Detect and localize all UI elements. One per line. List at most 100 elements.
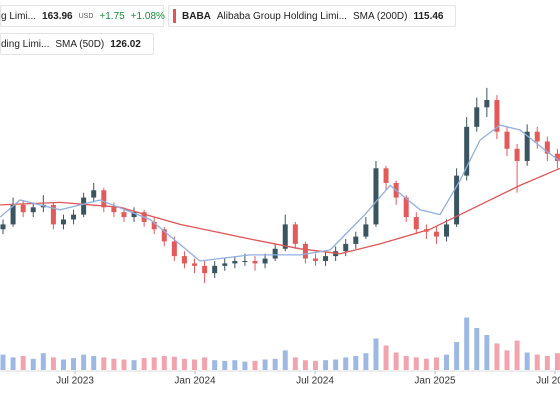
candle-body <box>10 204 16 225</box>
candle-body <box>484 100 490 108</box>
candle-body <box>30 207 36 213</box>
x-tick-label: Jan 2025 <box>414 376 456 387</box>
volume-bar <box>192 359 198 370</box>
legend-change-pct: +1.08% <box>130 10 165 22</box>
legend-symbol: BABA <box>182 10 211 22</box>
legend-swatch <box>173 9 176 23</box>
candle-body <box>262 258 268 264</box>
sma-line <box>0 124 560 262</box>
volume-bar <box>534 354 540 370</box>
volume-bar <box>212 360 218 370</box>
candle-body <box>413 217 419 230</box>
candle-body <box>161 229 167 242</box>
volume-bar <box>494 343 500 370</box>
legend-description: Alibaba Group Holding Limi... <box>216 10 347 22</box>
volume-bar <box>91 356 97 370</box>
candle-body <box>60 219 66 225</box>
candle-body <box>292 224 298 244</box>
volume-bar <box>272 358 278 370</box>
legend-series-name: SMA (200D) <box>352 10 408 22</box>
candle-body <box>71 214 77 220</box>
volume-bar <box>121 359 127 370</box>
volume-bar <box>393 352 399 370</box>
volume-bar <box>242 361 248 370</box>
volume-bar <box>433 357 439 370</box>
x-tick-label: Jan 2024 <box>174 376 216 387</box>
candle-body <box>0 224 6 230</box>
candle-body <box>544 141 550 154</box>
volume-bar <box>71 358 77 370</box>
volume-bar <box>111 358 117 370</box>
volume-bar <box>81 354 87 370</box>
candle-body <box>353 236 359 244</box>
volume-bar <box>252 360 258 370</box>
volume-bar <box>383 345 389 370</box>
volume-bar <box>504 350 510 370</box>
candle-body <box>363 224 369 237</box>
volume-bar <box>181 358 187 370</box>
candle-body <box>131 212 137 218</box>
candle-body <box>302 243 308 259</box>
volume-bar <box>10 357 16 370</box>
volume-bar <box>141 358 147 370</box>
volume-bar <box>302 360 308 370</box>
candle-body <box>232 260 238 264</box>
candle-body <box>101 190 107 208</box>
candle-body <box>373 168 379 225</box>
candle-body <box>514 148 520 161</box>
candle-body <box>494 100 500 132</box>
candle-body <box>181 256 187 264</box>
candle-body <box>554 153 560 161</box>
volume-bar <box>343 357 349 370</box>
candle-body <box>222 263 228 266</box>
candle-body <box>323 256 329 261</box>
candle-body <box>282 224 288 249</box>
volume-bar <box>353 356 359 370</box>
volume-bar <box>232 360 238 370</box>
legend-description: ding Limi... <box>1 38 50 50</box>
volume-bar <box>101 357 107 370</box>
legend-currency: USD <box>78 12 94 20</box>
volume-bar <box>282 350 288 370</box>
volume-bar <box>333 359 339 370</box>
candle-body <box>454 175 460 225</box>
legend-change: +1.75 <box>99 10 125 22</box>
volume-bar <box>464 317 470 370</box>
legend-sma200: BABA Alibaba Group Holding Limi... SMA (… <box>168 5 457 27</box>
legend-value: 115.46 <box>413 10 444 22</box>
volume-bar <box>454 342 460 370</box>
volume-bar <box>474 328 480 370</box>
candle-body <box>151 221 157 230</box>
candle-body <box>504 131 510 149</box>
candle-body <box>91 190 97 198</box>
candle-body <box>433 231 439 237</box>
candle-body <box>252 260 258 264</box>
candle-body <box>474 107 480 127</box>
candle-body <box>464 126 470 176</box>
volume-bar <box>292 357 298 370</box>
volume-bar <box>151 357 157 370</box>
legend-main: g Limi... 163.96 USD +1.75 +1.08% <box>0 5 165 27</box>
candle-body <box>50 204 56 225</box>
volume-bar <box>413 357 419 370</box>
volume-bar <box>423 358 429 370</box>
x-tick-label: Jul 2025 <box>536 376 560 387</box>
volume-bar <box>50 357 56 370</box>
candle-body <box>121 212 127 218</box>
candle-body <box>403 197 409 218</box>
candle-body <box>202 265 208 274</box>
candle-body <box>242 260 248 262</box>
volume-bar <box>262 359 268 370</box>
legend-series-name: SMA (50D) <box>55 38 105 50</box>
candle-body <box>534 131 540 142</box>
volume-bar <box>373 338 379 370</box>
volume-bar <box>202 357 208 370</box>
volume-bar <box>60 359 66 370</box>
volume-bar <box>30 358 36 370</box>
volume-bar <box>403 356 409 370</box>
volume-bar <box>444 354 450 370</box>
volume-bar <box>312 360 318 370</box>
volume-bar <box>20 356 26 370</box>
